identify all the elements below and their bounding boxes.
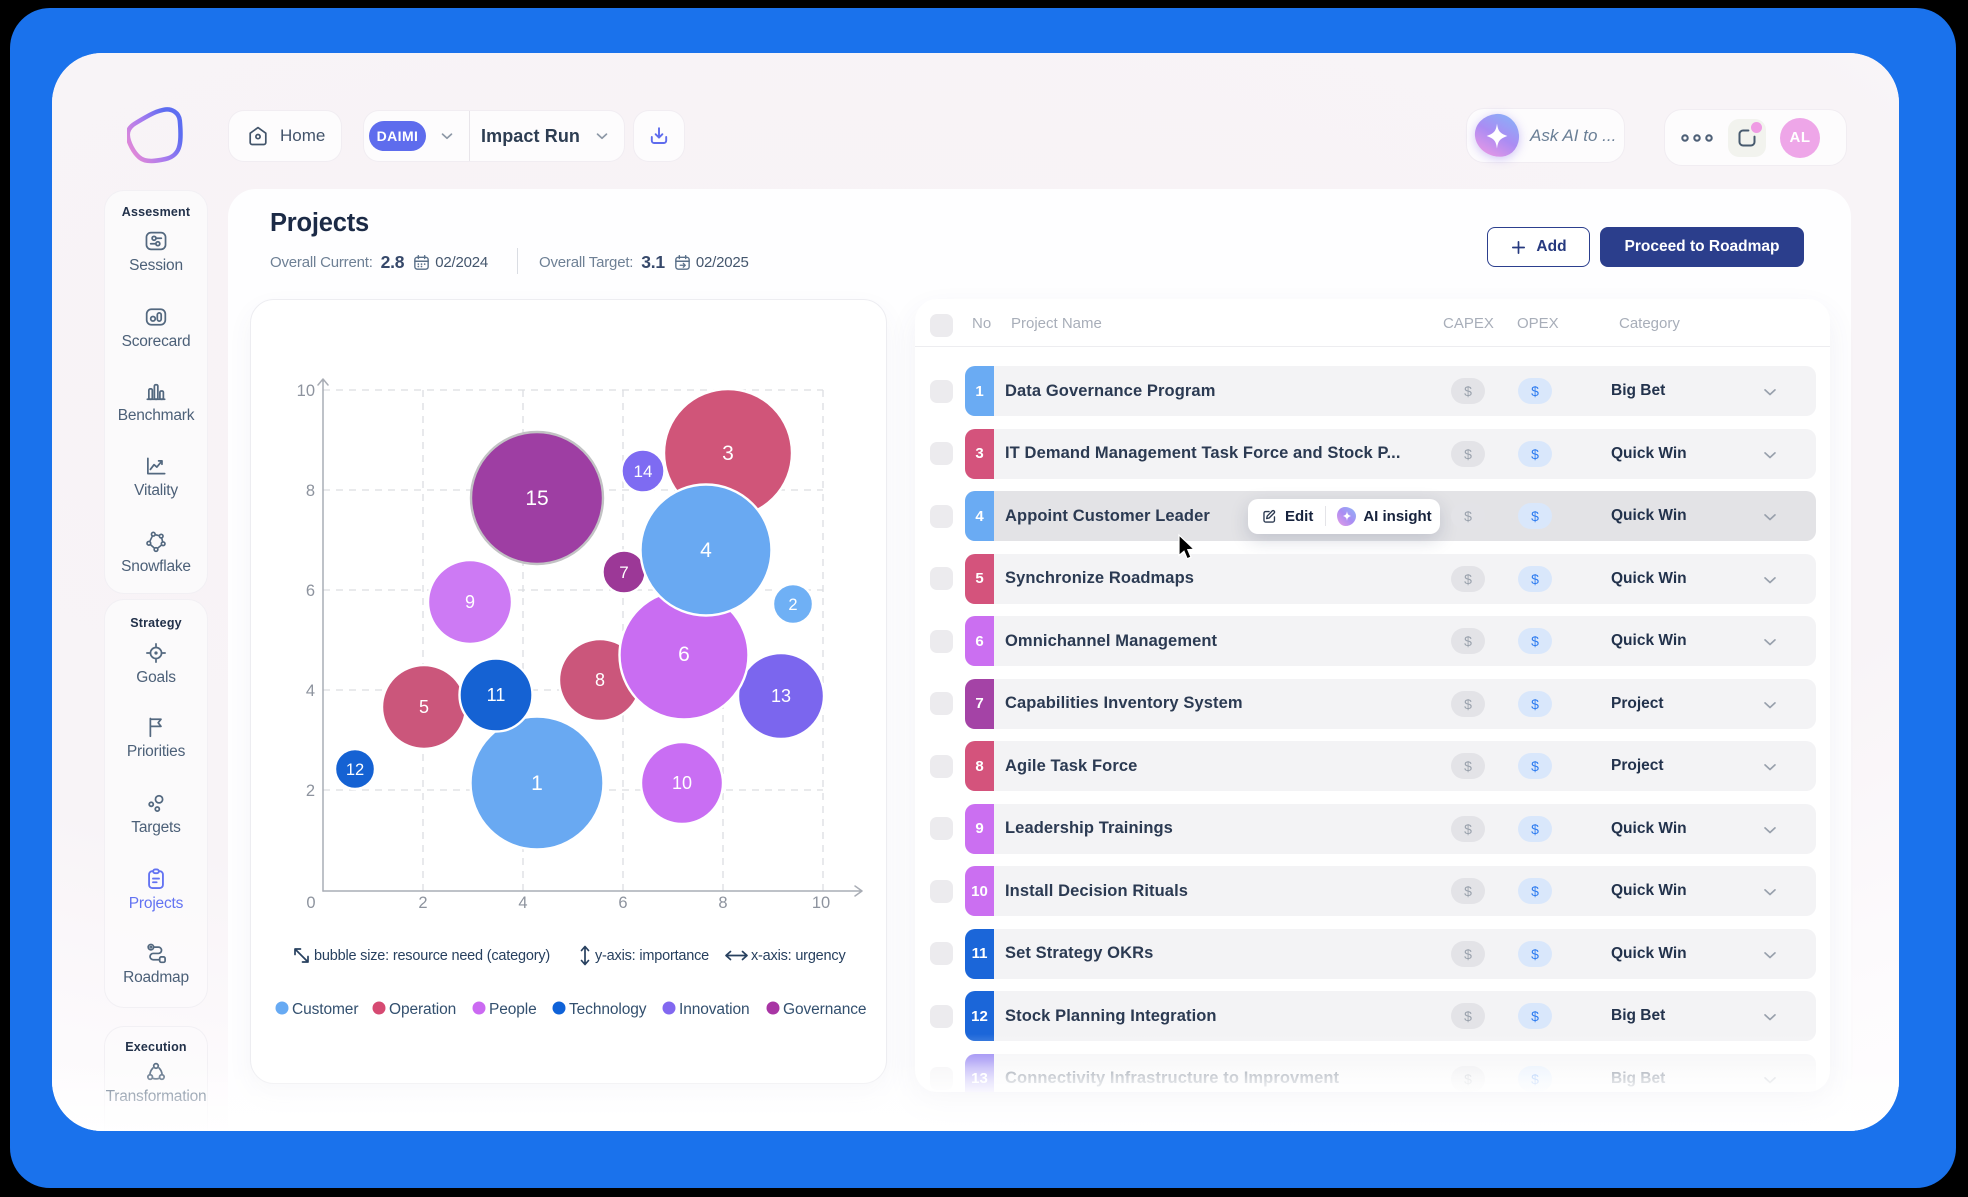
svg-text:14: 14 [634,462,653,481]
svg-text:10: 10 [672,773,692,793]
svg-text:Technology: Technology [569,1001,647,1018]
svg-text:Operation: Operation [389,1001,456,1018]
svg-text:Governance: Governance [783,1001,866,1018]
svg-text:bubble size: resource need (ca: bubble size: resource need (category) [314,948,550,964]
svg-text:1: 1 [531,772,543,795]
svg-text:12: 12 [346,761,364,779]
svg-text:4: 4 [700,539,712,562]
svg-text:13: 13 [771,686,791,706]
svg-text:2: 2 [306,782,315,800]
svg-text:6: 6 [678,643,690,666]
svg-text:0: 0 [306,894,315,912]
svg-text:4: 4 [518,894,527,912]
svg-text:10: 10 [297,382,315,400]
svg-text:7: 7 [619,563,628,582]
svg-text:9: 9 [465,592,475,612]
svg-text:Customer: Customer [292,1001,358,1018]
svg-text:x-axis: urgency: x-axis: urgency [751,948,846,964]
svg-text:8: 8 [306,482,315,500]
svg-text:2: 2 [788,596,797,614]
svg-text:2: 2 [418,894,427,912]
svg-text:Innovation: Innovation [679,1001,750,1018]
svg-text:5: 5 [419,697,429,717]
svg-text:10: 10 [812,894,830,912]
svg-text:3: 3 [722,442,734,465]
svg-text:People: People [489,1001,537,1018]
svg-text:8: 8 [595,670,605,690]
svg-text:8: 8 [718,894,727,912]
svg-text:6: 6 [618,894,627,912]
svg-text:6: 6 [306,582,315,600]
svg-text:y-axis: importance: y-axis: importance [595,948,709,964]
svg-text:4: 4 [306,682,315,700]
svg-text:15: 15 [525,487,548,510]
svg-text:11: 11 [487,685,506,705]
